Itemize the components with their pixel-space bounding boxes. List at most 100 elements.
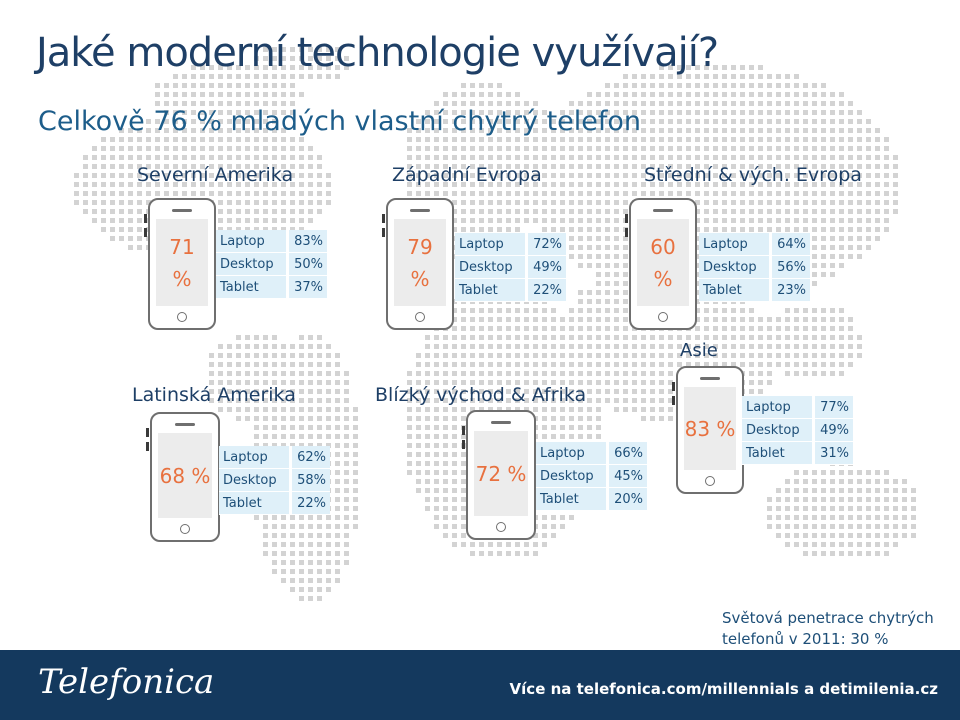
map-dot (245, 209, 250, 214)
map-dot (677, 173, 682, 178)
map-dot (677, 182, 682, 187)
map-dot (470, 173, 475, 178)
map-dot (569, 227, 574, 232)
map-dot (794, 488, 799, 493)
map-dot (200, 137, 205, 142)
map-dot (776, 227, 781, 232)
map-dot (839, 542, 844, 547)
map-dot (461, 461, 466, 466)
map-dot (335, 65, 340, 70)
map-dot (731, 326, 736, 331)
map-dot (128, 227, 133, 232)
map-dot (740, 227, 745, 232)
map-dot (848, 362, 853, 367)
map-dot (695, 173, 700, 178)
map-dot (542, 146, 547, 151)
map-dot (128, 146, 133, 151)
map-dot (506, 191, 511, 196)
map-dot (632, 362, 637, 367)
map-dot (191, 182, 196, 187)
map-dot (686, 164, 691, 169)
map-dot (416, 371, 421, 376)
map-dot (119, 236, 124, 241)
device-value: 20% (606, 487, 647, 511)
map-dot (200, 119, 205, 124)
map-dot (821, 101, 826, 106)
map-dot (848, 542, 853, 547)
map-dot (272, 164, 277, 169)
map-dot (704, 353, 709, 358)
map-dot (308, 362, 313, 367)
map-dot (317, 515, 322, 520)
map-dot (137, 155, 142, 160)
map-dot (326, 362, 331, 367)
map-dot (470, 128, 475, 133)
map-dot (425, 173, 430, 178)
map-dot (614, 209, 619, 214)
map-dot (839, 317, 844, 322)
map-dot (866, 146, 871, 151)
map-dot (884, 209, 889, 214)
map-dot (812, 209, 817, 214)
map-dot (299, 551, 304, 556)
map-dot (200, 65, 205, 70)
map-dot (848, 119, 853, 124)
map-dot (875, 533, 880, 538)
map-dot (101, 209, 106, 214)
map-dot (515, 101, 520, 106)
map-dot (848, 317, 853, 322)
map-dot (200, 155, 205, 160)
map-dot (596, 128, 601, 133)
map-dot (731, 74, 736, 79)
map-dot (425, 164, 430, 169)
map-dot (848, 209, 853, 214)
stats-table-middle-east-africa: Laptop 66% Desktop 45% Tablet 20% (536, 442, 647, 511)
map-dot (731, 101, 736, 106)
map-dot (290, 209, 295, 214)
map-dot (650, 83, 655, 88)
map-dot (785, 524, 790, 529)
map-dot (434, 155, 439, 160)
footer-link[interactable]: Více na telefonica.com/millennials a det… (509, 680, 938, 698)
map-dot (254, 227, 259, 232)
map-dot (551, 317, 556, 322)
map-dot (587, 326, 592, 331)
map-dot (452, 542, 457, 547)
map-dot (452, 173, 457, 178)
table-row: Desktop 50% (216, 252, 327, 276)
map-dot (488, 83, 493, 88)
map-dot (461, 155, 466, 160)
map-dot (551, 380, 556, 385)
map-dot (452, 371, 457, 376)
map-dot (803, 110, 808, 115)
map-dot (848, 155, 853, 160)
map-dot (497, 389, 502, 394)
map-dot (893, 533, 898, 538)
map-dot (866, 173, 871, 178)
map-dot (740, 74, 745, 79)
map-dot (659, 119, 664, 124)
map-dot (785, 497, 790, 502)
map-dot (497, 227, 502, 232)
map-dot (632, 74, 637, 79)
map-dot (317, 389, 322, 394)
map-dot (407, 380, 412, 385)
map-dot (848, 470, 853, 475)
map-dot (587, 398, 592, 403)
map-dot (695, 335, 700, 340)
map-dot (281, 101, 286, 106)
map-dot (416, 146, 421, 151)
map-dot (434, 353, 439, 358)
map-dot (245, 227, 250, 232)
map-dot (254, 389, 259, 394)
map-dot (461, 299, 466, 304)
map-dot (659, 101, 664, 106)
map-dot (605, 146, 610, 151)
map-dot (839, 254, 844, 259)
map-dot (236, 164, 241, 169)
map-dot (614, 398, 619, 403)
map-dot (821, 227, 826, 232)
map-dot (650, 344, 655, 349)
map-dot (650, 371, 655, 376)
map-dot (731, 344, 736, 349)
